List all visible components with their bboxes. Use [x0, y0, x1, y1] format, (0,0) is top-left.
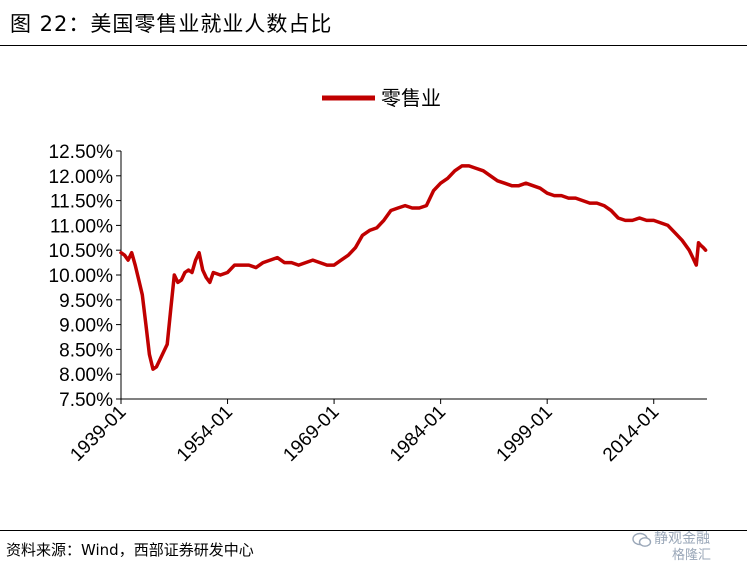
y-tick-label: 10.00% — [49, 266, 114, 287]
watermark-line1: 静观金融 — [654, 531, 710, 547]
x-tick-label: 2014-01 — [599, 402, 663, 466]
figure-title: 图 22：美国零售业就业人数占比 — [10, 12, 333, 36]
y-axis: 12.50% 12.00% 11.50% 11.00% 10.50% 10.00% 9.50… — [49, 142, 122, 411]
legend-label: 零售业 — [381, 86, 441, 110]
y-tick-label: 8.50% — [59, 340, 113, 361]
watermark: 静观金融 格隆汇 — [632, 526, 742, 563]
x-tick-label: 1939-01 — [66, 402, 130, 466]
y-tick-label: 12.00% — [49, 167, 114, 188]
y-tick-label: 11.50% — [50, 192, 113, 213]
top-divider — [0, 45, 747, 46]
bottom-divider — [0, 530, 747, 531]
y-tick-label: 9.00% — [59, 316, 113, 337]
series-line — [119, 164, 708, 371]
x-tick-label: 1954-01 — [173, 402, 237, 466]
y-tick-label: 12.50% — [49, 142, 114, 163]
chart-legend: 零售业 — [322, 86, 441, 110]
y-tick-label: 11.00% — [50, 216, 113, 237]
y-tick-label: 10.50% — [49, 241, 114, 262]
plot-area — [119, 164, 708, 371]
line-chart: 零售业 12.50% 12.00% 11.50% 11.00% 10.50% 10.00%… — [49, 86, 708, 466]
y-tick-label: 8.00% — [59, 365, 113, 386]
watermark-line2: 格隆汇 — [672, 548, 712, 563]
x-axis: 1939-01 1954-01 1969-01 1984-01 1999-01 2014-… — [66, 398, 707, 466]
wechat-icon — [632, 532, 652, 547]
source-note: 资料来源：Wind，西部证券研发中心 — [6, 541, 254, 559]
y-tick-label: 9.50% — [59, 291, 113, 312]
x-tick-label: 1969-01 — [279, 402, 343, 466]
x-tick-label: 1984-01 — [386, 402, 450, 466]
y-tick-label: 7.50% — [59, 390, 113, 411]
x-tick-label: 1999-01 — [493, 402, 557, 466]
